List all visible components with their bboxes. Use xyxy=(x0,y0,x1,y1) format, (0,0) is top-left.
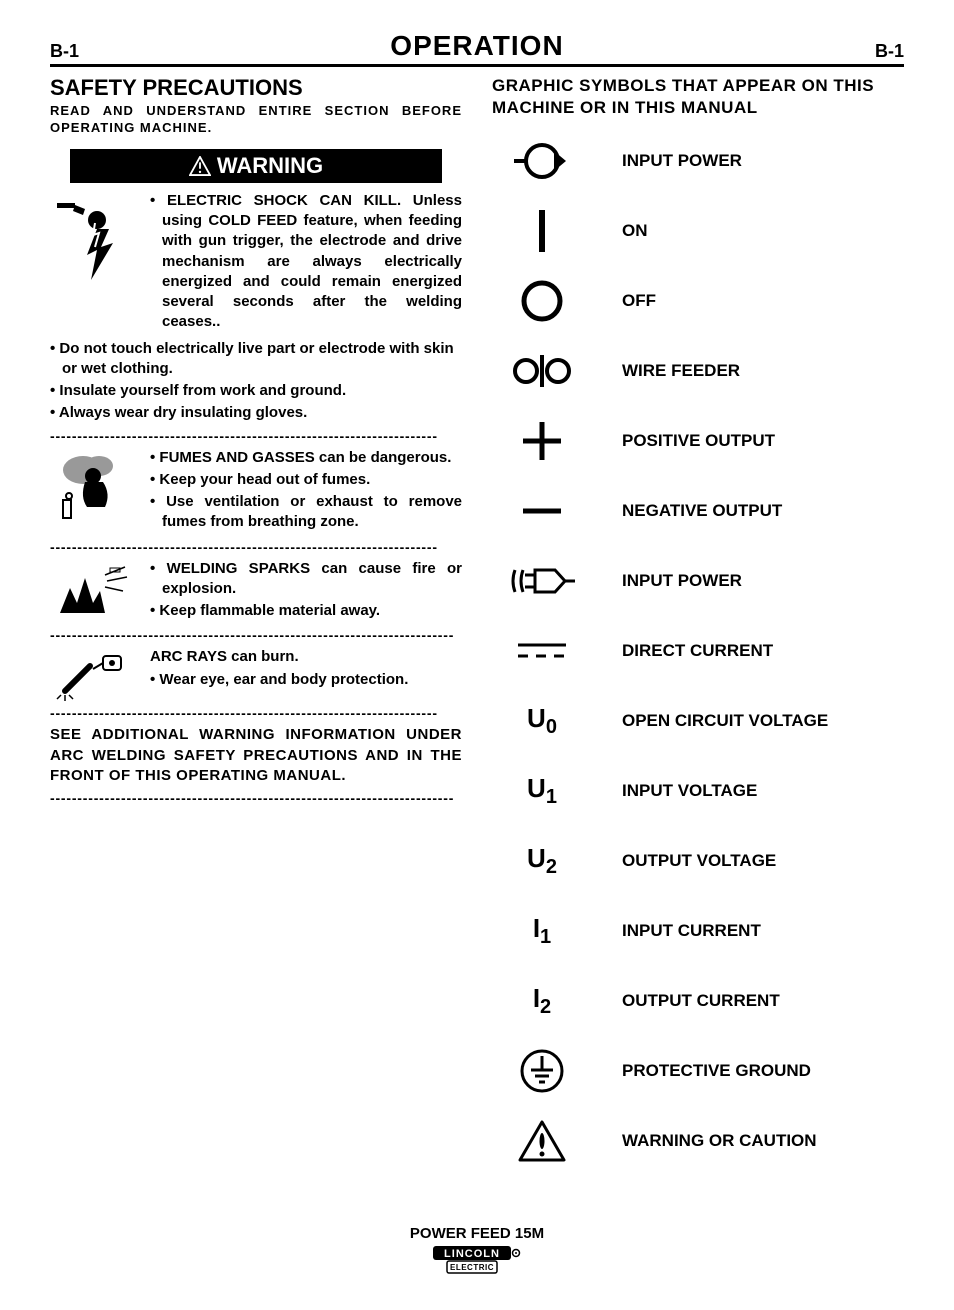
sym-label: INPUT CURRENT xyxy=(622,921,761,941)
sym-u0: U0 OPEN CIRCUIT VOLTAGE xyxy=(492,695,904,747)
dc-icon xyxy=(514,640,570,662)
sym-label: ON xyxy=(622,221,648,241)
sym-label: POSITIVE OUTPUT xyxy=(622,431,775,451)
sym-warning: WARNING OR CAUTION xyxy=(492,1115,904,1167)
warning-triangle-icon xyxy=(189,156,211,176)
caution-icon xyxy=(517,1119,567,1163)
arc-rays-icon xyxy=(55,651,135,701)
fumes-b1: FUMES AND GASSES can be dangerous. xyxy=(150,448,462,468)
sym-negative: NEGATIVE OUTPUT xyxy=(492,485,904,537)
sym-i1: I1 INPUT CURRENT xyxy=(492,905,904,957)
fumes-icon xyxy=(55,452,135,527)
divider: ----------------------------------------… xyxy=(50,428,462,444)
u0-sym: U0 xyxy=(527,703,557,739)
off-icon xyxy=(519,278,565,324)
ground-icon xyxy=(519,1048,565,1094)
sym-ground: PROTECTIVE GROUND xyxy=(492,1045,904,1097)
warning-sparks: WELDING SPARKS can cause fire or explosi… xyxy=(50,559,462,624)
warning-fumes: FUMES AND GASSES can be dangerous. Keep … xyxy=(50,448,462,535)
sym-label: OUTPUT VOLTAGE xyxy=(622,851,776,871)
warning-arc: ARC RAYS can burn. Wear eye, ear and bod… xyxy=(50,647,462,701)
divider: ----------------------------------------… xyxy=(50,705,462,721)
connector-icon xyxy=(507,564,577,598)
sym-u2: U2 OUTPUT VOLTAGE xyxy=(492,835,904,887)
sym-label: INPUT VOLTAGE xyxy=(622,781,757,801)
sparks-b1: WELDING SPARKS can cause fire or explosi… xyxy=(150,559,462,600)
safety-title: SAFETY PRECAUTIONS xyxy=(50,75,462,101)
shock-text-main: ELECTRIC SHOCK CAN KILL. Unless using CO… xyxy=(150,191,462,333)
arc-b1: Wear eye, ear and body protection. xyxy=(150,670,462,690)
shock-b2: Insulate yourself from work and ground. xyxy=(50,381,462,401)
divider: ----------------------------------------… xyxy=(50,627,462,643)
divider: ----------------------------------------… xyxy=(50,790,462,806)
sparks-b2: Keep flammable material away. xyxy=(150,601,462,621)
left-column: SAFETY PRECAUTIONS READ AND UNDERSTAND E… xyxy=(50,75,462,1185)
warning-shock: ELECTRIC SHOCK CAN KILL. Unless using CO… xyxy=(50,191,462,335)
arc-heading: ARC RAYS can burn. xyxy=(150,647,462,667)
brand-logo: LINCOLN ELECTRIC xyxy=(427,1244,527,1280)
safety-footnote: SEE ADDITIONAL WARNING INFORMATION UNDER… xyxy=(50,725,462,786)
sym-input-power-1: INPUT POWER xyxy=(492,135,904,187)
svg-text:ELECTRIC: ELECTRIC xyxy=(450,1263,494,1272)
sym-i2: I2 OUTPUT CURRENT xyxy=(492,975,904,1027)
i1-sym: I1 xyxy=(533,913,551,949)
sym-label: OFF xyxy=(622,291,656,311)
page-footer: POWER FEED 15M LINCOLN ELECTRIC xyxy=(50,1225,904,1280)
fumes-b3: Use ventilation or exhaust to remove fum… xyxy=(150,492,462,533)
page-header: B-1 OPERATION B-1 xyxy=(50,30,904,67)
i2-sym: I2 xyxy=(533,983,551,1019)
warning-label: WARNING xyxy=(217,153,323,179)
negative-icon xyxy=(519,501,565,521)
sym-wire-feeder: WIRE FEEDER xyxy=(492,345,904,397)
product-name: POWER FEED 15M xyxy=(50,1225,904,1242)
sym-on: ON xyxy=(492,205,904,257)
page-num-left: B-1 xyxy=(50,41,79,62)
page-title: OPERATION xyxy=(390,30,563,62)
u2-sym: U2 xyxy=(527,843,557,879)
sym-u1: U1 INPUT VOLTAGE xyxy=(492,765,904,817)
sym-label: WARNING OR CAUTION xyxy=(622,1131,817,1151)
u1-sym: U1 xyxy=(527,773,557,809)
shock-bullets: Do not touch electrically live part or e… xyxy=(50,339,462,424)
fumes-b2: Keep your head out of fumes. xyxy=(150,470,462,490)
sym-label: PROTECTIVE GROUND xyxy=(622,1061,811,1081)
sym-dc: DIRECT CURRENT xyxy=(492,625,904,677)
sym-label: NEGATIVE OUTPUT xyxy=(622,501,782,521)
sym-label: WIRE FEEDER xyxy=(622,361,740,381)
sym-positive: POSITIVE OUTPUT xyxy=(492,415,904,467)
svg-text:LINCOLN: LINCOLN xyxy=(444,1248,500,1260)
page-num-right: B-1 xyxy=(875,41,904,62)
sym-label: INPUT POWER xyxy=(622,571,742,591)
divider: ----------------------------------------… xyxy=(50,539,462,555)
positive-icon xyxy=(519,418,565,464)
symbols-title: GRAPHIC SYMBOLS THAT APPEAR ON THIS MACH… xyxy=(492,75,904,119)
sym-off: OFF xyxy=(492,275,904,327)
wire-feeder-icon xyxy=(512,353,572,389)
sparks-icon xyxy=(55,563,135,618)
right-column: GRAPHIC SYMBOLS THAT APPEAR ON THIS MACH… xyxy=(492,75,904,1185)
sym-input-power-2: INPUT POWER xyxy=(492,555,904,607)
safety-subtitle: READ AND UNDERSTAND ENTIRE SECTION BEFOR… xyxy=(50,103,462,137)
sym-label: OUTPUT CURRENT xyxy=(622,991,780,1011)
on-icon xyxy=(532,208,552,254)
warning-banner: WARNING xyxy=(70,149,442,183)
shock-b3: Always wear dry insulating gloves. xyxy=(50,403,462,423)
input-power-icon xyxy=(512,139,572,183)
shock-b1: Do not touch electrically live part or e… xyxy=(50,339,462,380)
sym-label: OPEN CIRCUIT VOLTAGE xyxy=(622,711,828,731)
sym-label: INPUT POWER xyxy=(622,151,742,171)
electric-shock-icon xyxy=(55,195,135,285)
sym-label: DIRECT CURRENT xyxy=(622,641,773,661)
